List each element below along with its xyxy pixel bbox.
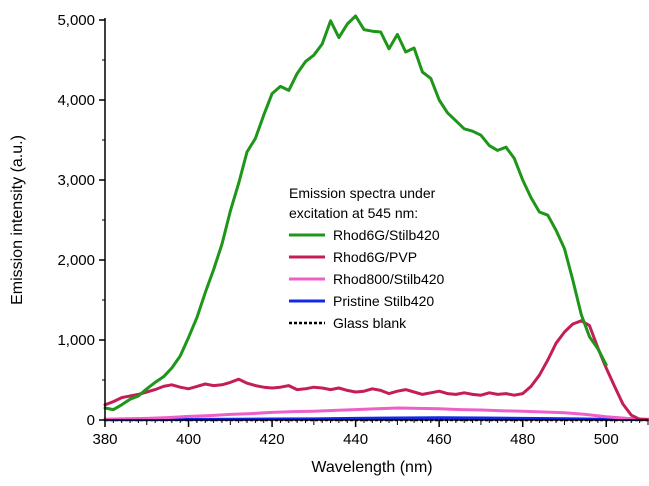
axes: 0 1,000 2,000 3,000 4,000 5,000 380 400 420 440 4… <box>57 12 649 448</box>
legend-entries: Rhod6G/Stilb420 Rhod6G/PVP Rhod800/Stilb42… <box>289 227 445 331</box>
y-tick-label: 1,000 <box>57 332 95 349</box>
series-line-rhod6g-stilb420 <box>103 14 608 412</box>
y-tick-label: 4,000 <box>57 92 95 109</box>
series-line-rhod800-stilb420 <box>103 406 649 421</box>
series-line-rhod6g-pvp <box>103 319 649 422</box>
x-tick-label: 440 <box>343 431 368 448</box>
legend-title-line-2: excitation at 545 nm: <box>289 205 418 221</box>
x-axis-ticks: 380 400 420 440 460 480 500 <box>92 420 649 448</box>
legend: Emission spectra under excitation at 545… <box>289 185 445 331</box>
x-tick-label: 400 <box>176 431 201 448</box>
x-tick-label: 460 <box>427 431 452 448</box>
legend-label: Rhod6G/Stilb420 <box>333 227 440 243</box>
y-tick-label: 0 <box>87 412 95 429</box>
x-tick-label: 500 <box>594 431 619 448</box>
x-tick-label: 480 <box>510 431 535 448</box>
y-tick-label: 5,000 <box>57 12 95 29</box>
x-axis-title: Wavelength (nm) <box>311 459 432 476</box>
legend-label: Glass blank <box>333 315 407 331</box>
legend-label: Rhod6G/PVP <box>333 249 417 265</box>
legend-title-line-1: Emission spectra under <box>289 185 436 201</box>
y-tick-label: 3,000 <box>57 172 95 189</box>
y-axis-ticks: 0 1,000 2,000 3,000 4,000 5,000 <box>57 12 105 429</box>
y-tick-label: 2,000 <box>57 252 95 269</box>
legend-label: Rhod800/Stilb420 <box>333 271 445 287</box>
y-axis-title: Emission intensity (a.u.) <box>9 135 26 305</box>
x-tick-label: 420 <box>260 431 285 448</box>
x-tick-label: 380 <box>92 431 117 448</box>
legend-label: Pristine Stilb420 <box>333 293 434 309</box>
